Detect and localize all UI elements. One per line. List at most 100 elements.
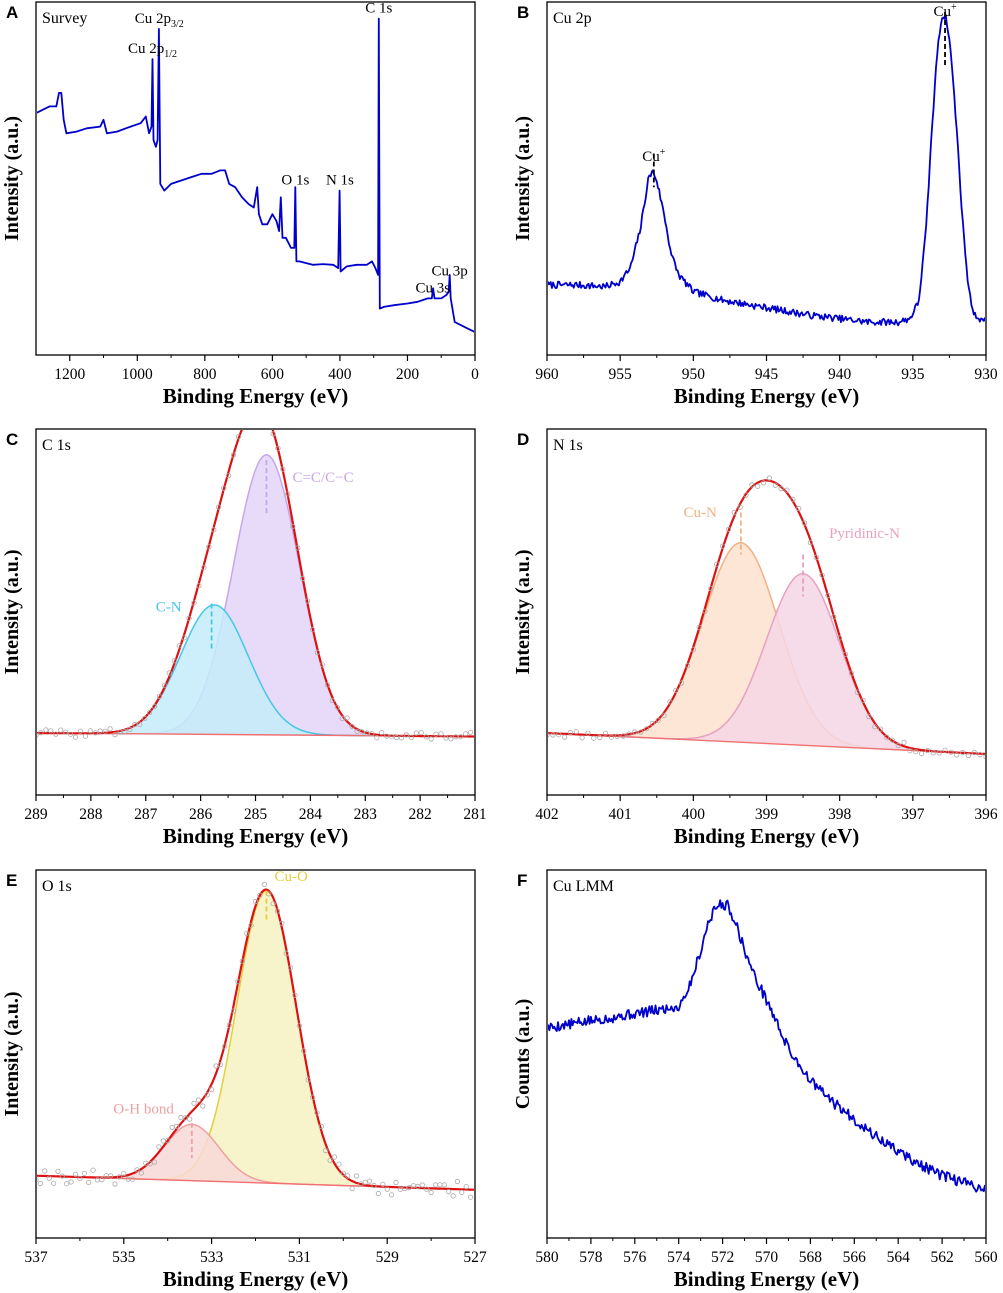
- raw-point: [725, 526, 732, 533]
- series-fitted: [548, 479, 985, 756]
- raw-point: [246, 413, 250, 417]
- raw-point: [453, 734, 459, 740]
- panel-title: Cu 2p: [553, 10, 592, 27]
- raw-point: [309, 1094, 316, 1100]
- raw-point: [58, 727, 64, 733]
- x-tick-label: 578: [579, 1249, 603, 1266]
- raw-point: [181, 635, 187, 641]
- panel-label: E: [6, 871, 17, 890]
- raw-point: [295, 545, 301, 551]
- raw-point: [556, 732, 562, 738]
- raw-point: [895, 742, 901, 749]
- raw-point: [318, 1123, 324, 1130]
- x-axis-ticks: 289 288 287 286 285 284 283 282 281: [24, 795, 487, 823]
- raw-point: [270, 431, 276, 437]
- panel-label: B: [517, 3, 529, 22]
- y-axis-label: Intensity (a.u.): [1, 549, 23, 674]
- x-tick-label: 287: [134, 806, 158, 823]
- raw-point: [53, 731, 59, 737]
- raw-point: [872, 724, 878, 730]
- raw-point: [743, 492, 749, 498]
- raw-point: [327, 1157, 333, 1163]
- raw-point: [550, 732, 556, 738]
- raw-point: [102, 728, 108, 734]
- raw-point: [195, 1097, 201, 1103]
- x-tick-label: 570: [755, 1249, 779, 1266]
- raw-point: [349, 723, 355, 730]
- x-axis-ticks: 537 535 533 531 529 527: [24, 1238, 487, 1266]
- x-axis-label: Binding Energy (eV): [163, 384, 349, 408]
- raw-point: [573, 729, 579, 735]
- series-c-c-c-c-fill: [37, 454, 474, 737]
- peak-label: Cu 2p3/2: [135, 11, 184, 30]
- raw-point: [661, 712, 667, 719]
- series-raw: [37, 881, 474, 1200]
- peak-label: C=C/C−C: [292, 470, 353, 486]
- raw-point: [708, 585, 714, 592]
- raw-point: [86, 1179, 92, 1186]
- raw-point: [230, 452, 237, 458]
- raw-point: [424, 1186, 430, 1192]
- raw-point: [42, 1168, 48, 1174]
- raw-point: [790, 496, 796, 502]
- raw-point: [649, 720, 656, 727]
- raw-point: [171, 657, 177, 664]
- x-tick-label: 945: [755, 366, 779, 383]
- raw-point: [331, 1154, 338, 1160]
- raw-point: [366, 1178, 373, 1184]
- raw-point: [226, 1022, 232, 1028]
- raw-point: [82, 733, 89, 739]
- x-tick-label: 576: [623, 1249, 647, 1266]
- raw-point: [406, 1185, 412, 1191]
- raw-point: [77, 1175, 83, 1182]
- raw-point: [413, 730, 419, 736]
- raw-point: [176, 643, 182, 649]
- x-tick-label: 286: [189, 806, 213, 823]
- raw-point: [252, 898, 259, 905]
- plot-frame: [35, 1, 476, 356]
- panel-label: C: [6, 430, 18, 449]
- raw-point: [72, 734, 79, 740]
- raw-point: [443, 735, 449, 741]
- raw-point: [304, 598, 311, 604]
- raw-point: [930, 750, 936, 756]
- raw-point: [283, 950, 289, 957]
- raw-point: [602, 730, 609, 736]
- plot-frame: [546, 869, 987, 1239]
- x-tick-label: 562: [930, 1249, 953, 1266]
- raw-point: [59, 1173, 65, 1179]
- plot-area: [37, 413, 474, 742]
- annotations: Cu+ Cu+: [642, 2, 957, 188]
- raw-point: [301, 1048, 307, 1054]
- x-tick-label: 285: [244, 806, 268, 823]
- x-tick-label: 950: [682, 366, 706, 383]
- raw-point: [156, 1144, 162, 1150]
- x-tick-label: 533: [200, 1249, 224, 1266]
- raw-point: [72, 1171, 79, 1177]
- raw-point: [217, 1062, 223, 1068]
- x-axis-label: Binding Energy (eV): [674, 824, 860, 848]
- peak-label: C-N: [156, 600, 182, 616]
- annotations: Cu-O O-H bond: [113, 869, 308, 1159]
- raw-point: [463, 1184, 469, 1190]
- x-axis-label: Binding Energy (eV): [674, 1267, 860, 1291]
- raw-point: [97, 728, 103, 734]
- raw-point: [324, 682, 330, 688]
- raw-point: [127, 726, 133, 733]
- raw-point: [579, 735, 585, 741]
- peak-label: O-H bond: [113, 1101, 174, 1117]
- x-tick-label: 1000: [122, 366, 153, 383]
- raw-point: [561, 734, 568, 740]
- raw-point: [438, 731, 444, 737]
- raw-point: [147, 1161, 153, 1167]
- raw-point: [959, 749, 966, 756]
- raw-point: [813, 554, 819, 561]
- raw-point: [690, 646, 696, 653]
- raw-point: [292, 992, 298, 998]
- raw-point: [99, 1177, 105, 1183]
- raw-point: [187, 1116, 193, 1122]
- raw-point: [68, 1179, 74, 1185]
- raw-point: [408, 734, 414, 740]
- raw-point: [433, 731, 439, 737]
- raw-point: [296, 1023, 302, 1029]
